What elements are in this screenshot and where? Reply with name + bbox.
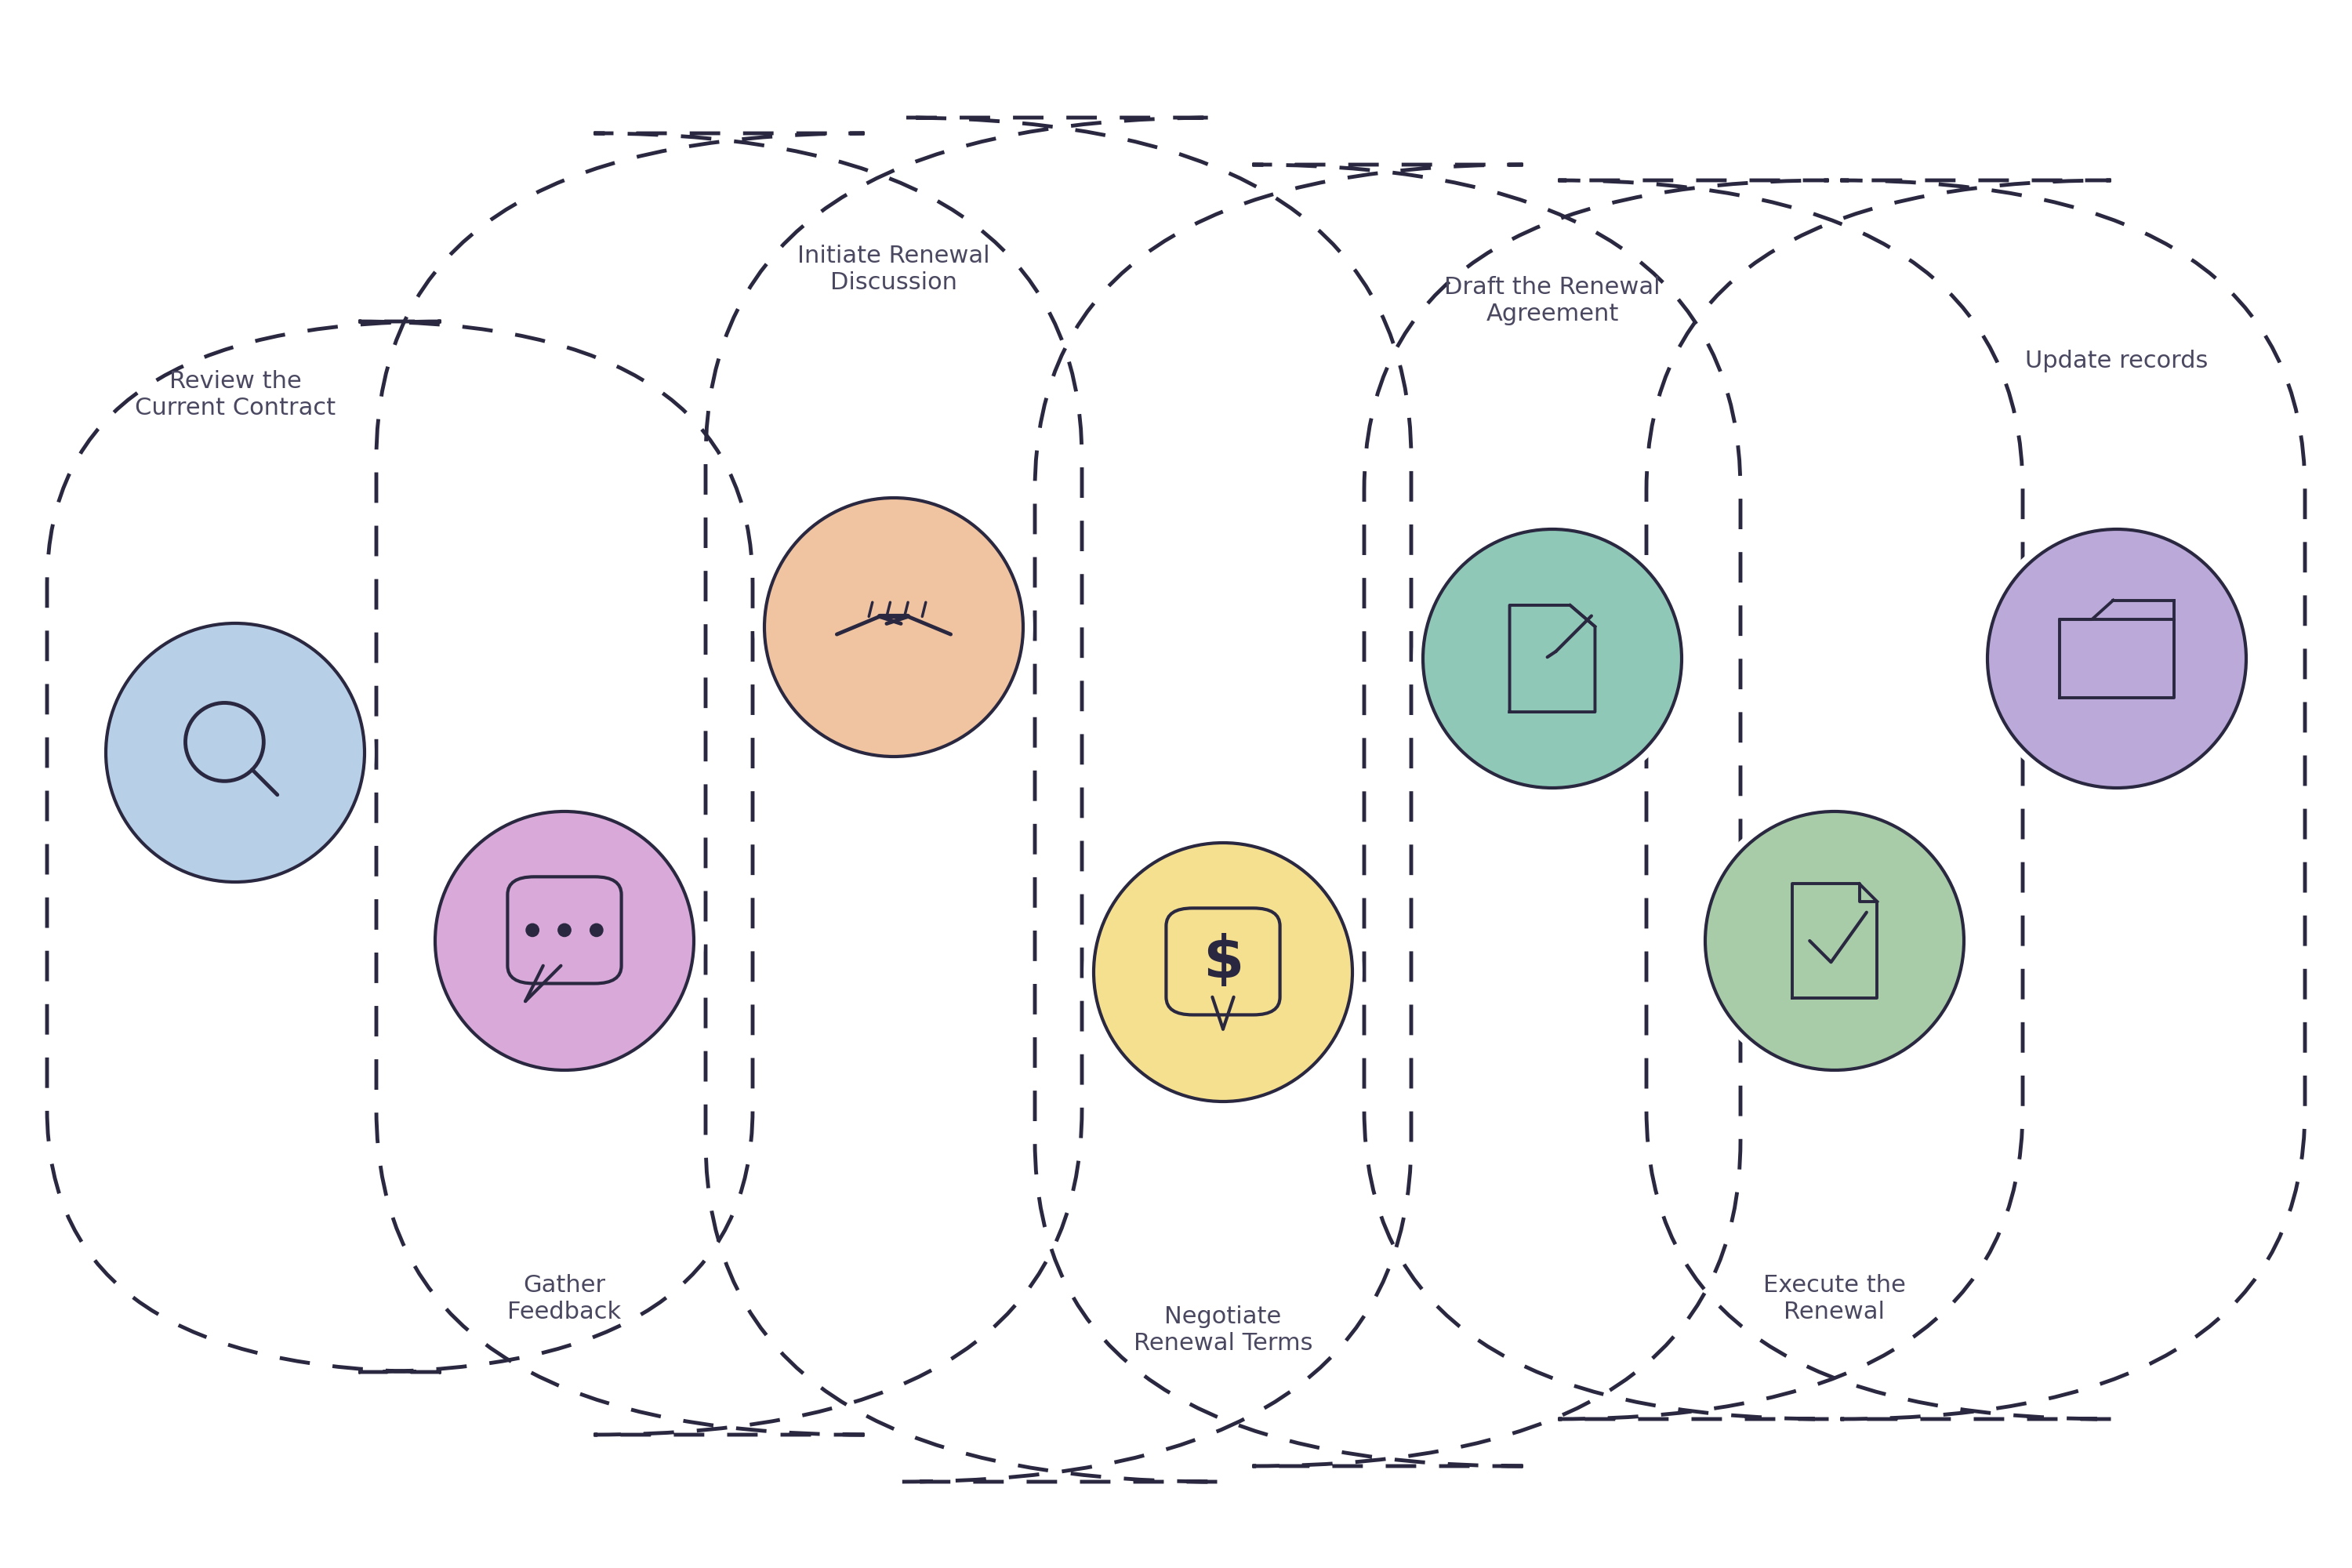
Ellipse shape xyxy=(527,924,539,936)
Ellipse shape xyxy=(1705,812,1964,1069)
Text: Review the
Current Contract: Review the Current Contract xyxy=(134,370,336,419)
Ellipse shape xyxy=(1423,530,1682,787)
Text: $: $ xyxy=(1202,933,1244,989)
Ellipse shape xyxy=(106,622,365,881)
Ellipse shape xyxy=(1978,524,2256,793)
Ellipse shape xyxy=(1084,837,1362,1107)
Ellipse shape xyxy=(1094,844,1352,1101)
Ellipse shape xyxy=(426,806,703,1076)
Ellipse shape xyxy=(435,812,694,1069)
Ellipse shape xyxy=(1414,524,1691,793)
Ellipse shape xyxy=(557,924,572,936)
Ellipse shape xyxy=(764,499,1023,757)
Text: Initiate Renewal
Discussion: Initiate Renewal Discussion xyxy=(797,245,990,295)
Text: Draft the Renewal
Agreement: Draft the Renewal Agreement xyxy=(1444,276,1661,326)
Text: Update records: Update records xyxy=(2025,350,2209,372)
Ellipse shape xyxy=(1987,530,2246,787)
Ellipse shape xyxy=(1696,806,1973,1076)
Text: Execute the
Renewal: Execute the Renewal xyxy=(1764,1273,1905,1323)
Ellipse shape xyxy=(96,616,374,887)
Text: Gather
Feedback: Gather Feedback xyxy=(508,1273,621,1323)
Text: Negotiate
Renewal Terms: Negotiate Renewal Terms xyxy=(1134,1305,1312,1355)
Ellipse shape xyxy=(590,924,602,936)
Ellipse shape xyxy=(755,492,1033,764)
